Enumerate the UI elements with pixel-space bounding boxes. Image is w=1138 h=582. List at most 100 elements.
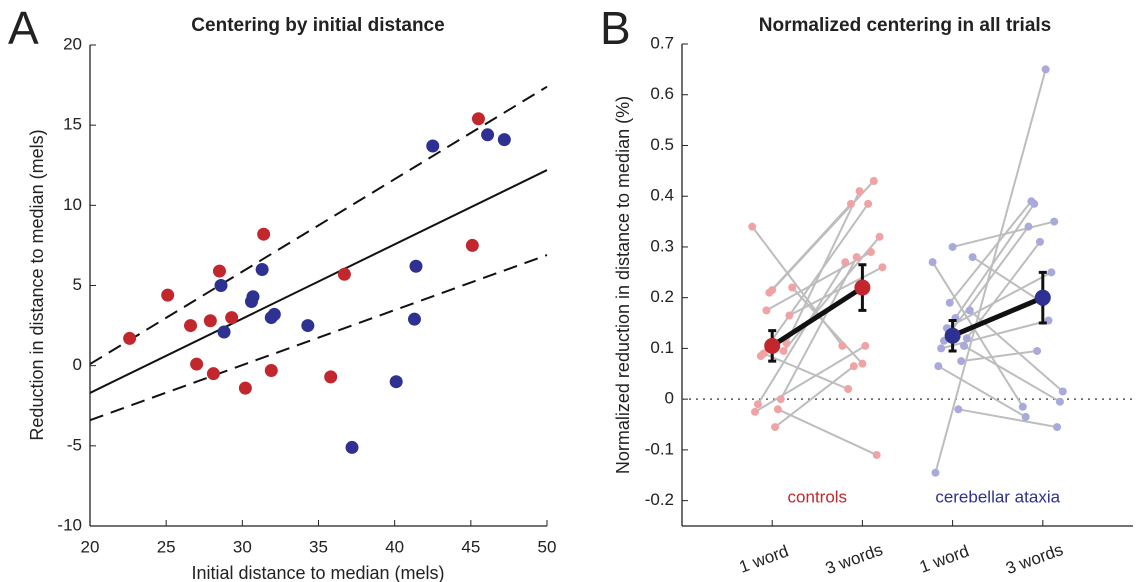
y-tick-label: -0.2 xyxy=(645,490,674,509)
subject-point xyxy=(841,258,850,267)
point xyxy=(264,363,278,377)
subject-point xyxy=(1047,268,1056,277)
point xyxy=(212,264,226,278)
subject-point xyxy=(753,400,762,409)
subject-line xyxy=(972,256,1044,304)
point xyxy=(161,288,175,302)
point xyxy=(217,325,231,339)
subject-point xyxy=(954,405,963,414)
x-tick-label: 1 word xyxy=(737,541,791,576)
subject-line xyxy=(963,345,1061,403)
point xyxy=(389,375,403,389)
subject-line xyxy=(788,266,883,317)
group-label: controls xyxy=(788,487,848,506)
point xyxy=(409,259,423,273)
subject-point xyxy=(878,263,887,272)
x-tick-label: 20 xyxy=(81,537,100,556)
y-tick-label: 0.2 xyxy=(650,287,674,306)
subject-point xyxy=(765,288,774,297)
y-tick-label: 0 xyxy=(665,389,674,408)
subject-point xyxy=(861,341,870,350)
subject-line xyxy=(937,365,1027,418)
point xyxy=(203,314,217,328)
subject-point xyxy=(931,468,940,477)
subject-point xyxy=(945,298,954,307)
subject-point xyxy=(1053,423,1062,432)
subject-point xyxy=(965,306,974,315)
subject-point xyxy=(869,176,878,185)
subject-point xyxy=(928,258,937,267)
x-axis-label: Initial distance to median (mels) xyxy=(191,563,444,582)
point xyxy=(267,307,281,321)
subject-line xyxy=(768,203,852,294)
y-axis-label: Normalized reduction in distance to medi… xyxy=(613,96,633,474)
x-tick-label: 3 words xyxy=(823,540,885,578)
subject-line xyxy=(782,236,881,352)
x-tick-label: 50 xyxy=(538,537,557,556)
subject-line xyxy=(791,286,864,365)
subject-point xyxy=(785,311,794,320)
y-axis-label: Reduction in distance to median (mels) xyxy=(27,129,47,440)
chart-title: Centering by initial distance xyxy=(191,15,444,36)
subject-point xyxy=(1055,397,1064,406)
point xyxy=(301,319,315,333)
y-tick-label: 0.3 xyxy=(650,236,674,255)
subject-point xyxy=(937,344,946,353)
x-tick-label: 35 xyxy=(309,537,328,556)
point xyxy=(257,227,271,241)
subject-point xyxy=(1021,412,1030,421)
subject-line xyxy=(946,271,1052,330)
y-tick-label: 20 xyxy=(63,34,82,53)
x-tick-label: 30 xyxy=(233,537,252,556)
point xyxy=(255,262,269,276)
regression-line xyxy=(89,85,548,365)
mean-point xyxy=(854,279,871,296)
group-label: cerebellar ataxia xyxy=(935,487,1060,506)
y-tick-label: 10 xyxy=(63,195,82,214)
y-tick-label: 0.6 xyxy=(650,84,674,103)
x-tick-label: 45 xyxy=(461,537,480,556)
subject-point xyxy=(788,283,797,292)
y-tick-label: 0.4 xyxy=(650,186,674,205)
mean-line xyxy=(770,285,864,348)
subject-point xyxy=(960,341,969,350)
subject-line xyxy=(952,220,1055,248)
panel-letter: B xyxy=(600,2,631,54)
subject-line xyxy=(940,319,1049,350)
subject-point xyxy=(855,187,864,196)
subject-line xyxy=(763,352,849,390)
subject-point xyxy=(756,352,765,361)
subject-point xyxy=(858,359,867,368)
point xyxy=(481,128,495,142)
subject-point xyxy=(838,341,847,350)
subject-line xyxy=(931,261,1024,408)
point xyxy=(238,381,252,395)
point xyxy=(184,319,198,333)
subject-line xyxy=(961,349,1038,363)
point xyxy=(214,279,228,292)
point xyxy=(225,311,239,325)
x-tick-label: 40 xyxy=(385,537,404,556)
mean-point xyxy=(764,337,781,354)
subject-point xyxy=(852,253,861,262)
subject-point xyxy=(748,222,757,231)
subject-point xyxy=(1024,222,1033,231)
y-tick-label: 0.5 xyxy=(650,135,674,154)
subject-line xyxy=(958,408,1058,429)
subject-line xyxy=(779,256,858,400)
point xyxy=(426,139,440,153)
y-tick-label: 0.7 xyxy=(650,33,674,52)
subject-point xyxy=(864,199,873,208)
subject-line xyxy=(954,203,1036,319)
y-tick-label: 0.1 xyxy=(650,338,674,357)
subject-line xyxy=(754,345,866,413)
subject-point xyxy=(968,253,977,262)
subject-line xyxy=(759,203,869,357)
subject-point xyxy=(751,407,760,416)
subject-point xyxy=(776,395,785,404)
subject-point xyxy=(1058,387,1067,396)
point xyxy=(324,370,338,384)
x-tick-label: 1 word xyxy=(917,541,971,576)
regression-line xyxy=(89,169,548,394)
